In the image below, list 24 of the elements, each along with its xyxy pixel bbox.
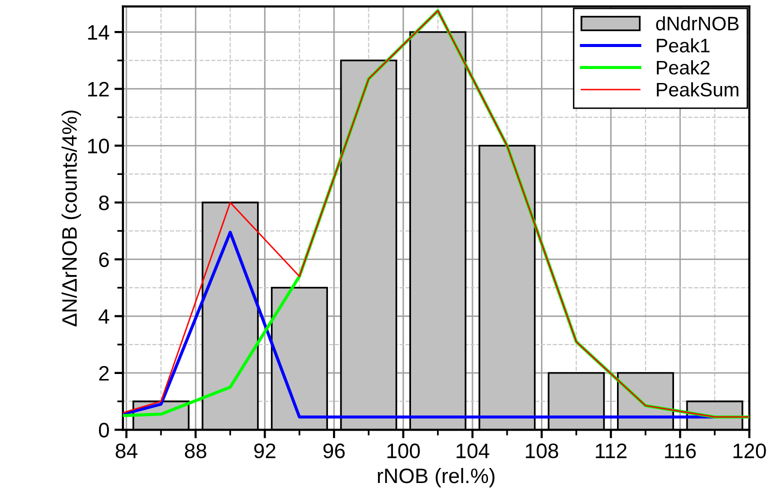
legend-label: dNdrNOB [656, 16, 739, 30]
legend-label: Peak1 [656, 38, 710, 52]
y-tick-label: 10 [88, 138, 109, 154]
x-tick-label: 112 [596, 444, 626, 458]
x-tick-label: 116 [665, 444, 696, 458]
x-tick-label: 92 [254, 444, 276, 458]
y-axis-title: ΔN/ΔrNOB (counts/4%) [62, 110, 81, 326]
y-tick-label: 12 [88, 82, 109, 96]
x-tick-label: 96 [323, 444, 345, 458]
x-tick-label: 100 [387, 444, 420, 458]
x-tick-label: 88 [184, 444, 206, 458]
y-tick-label: 0 [98, 422, 109, 438]
x-tick-label: 120 [734, 444, 766, 458]
x-tick-label: 108 [526, 444, 558, 458]
x-axis-title: rNOB (rel.%) [378, 468, 494, 488]
y-tick-label: 6 [99, 252, 109, 268]
x-tick-label: 104 [456, 444, 490, 458]
legend-label: PeakSum [656, 82, 738, 97]
legend-label: Peak2 [656, 60, 710, 75]
y-tick-label: 4 [98, 309, 110, 324]
y-tick-label: 2 [99, 366, 109, 381]
y-tick-label: 14 [88, 25, 110, 40]
y-tick-label: 8 [99, 196, 109, 210]
x-tick-label: 84 [116, 444, 138, 458]
